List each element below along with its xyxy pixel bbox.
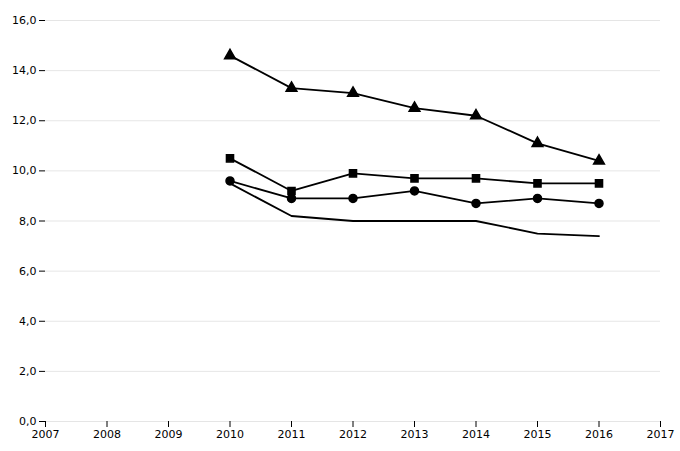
svg-text:2,0: 2,0	[19, 365, 37, 378]
svg-text:12,0: 12,0	[12, 114, 37, 127]
svg-text:2008: 2008	[93, 428, 121, 441]
svg-text:2009: 2009	[155, 428, 183, 441]
svg-text:2014: 2014	[462, 428, 490, 441]
svg-text:2015: 2015	[524, 428, 552, 441]
svg-text:2007: 2007	[32, 428, 60, 441]
svg-text:14,0: 14,0	[12, 64, 37, 77]
svg-text:16,0: 16,0	[12, 14, 37, 27]
svg-text:4,0: 4,0	[19, 315, 37, 328]
svg-text:2012: 2012	[339, 428, 367, 441]
svg-text:2011: 2011	[278, 428, 306, 441]
svg-text:2017: 2017	[647, 428, 675, 441]
svg-text:6,0: 6,0	[19, 265, 37, 278]
svg-text:8,0: 8,0	[19, 215, 37, 228]
svg-text:2010: 2010	[216, 428, 244, 441]
svg-text:2013: 2013	[401, 428, 429, 441]
svg-text:0,0: 0,0	[19, 415, 37, 428]
svg-text:2016: 2016	[585, 428, 613, 441]
svg-text:10,0: 10,0	[12, 164, 37, 177]
